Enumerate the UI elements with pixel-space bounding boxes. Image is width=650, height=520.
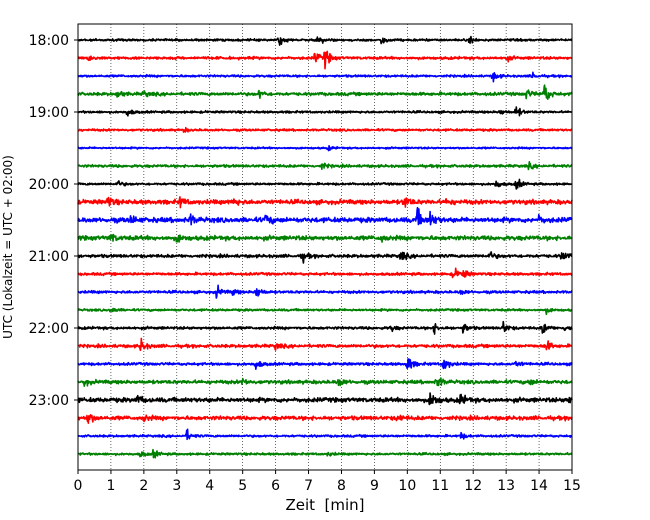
x-tick-label: 6: [271, 478, 280, 494]
trace-layer: [77, 35, 573, 459]
x-tick-label: 7: [304, 478, 313, 494]
y-tick-label: 19:00: [29, 105, 69, 121]
x-axis-ticks: 0 1 2 3 4 5 6 7 8 9 10 11 12 13 14 15: [74, 470, 581, 494]
x-tick-label: 10: [398, 478, 416, 494]
trace-2000: [77, 178, 573, 190]
trace-1845: [77, 84, 573, 100]
x-axis-label: Zeit [min]: [285, 496, 364, 514]
trace-2215: [77, 337, 573, 352]
trace-2015: [77, 196, 573, 209]
x-tick-label: 13: [497, 478, 515, 494]
y-axis-label: UTC (Lokalzeit = UTC + 02:00): [1, 155, 15, 339]
trace-1815: [77, 50, 573, 70]
trace-1915: [77, 126, 573, 133]
trace-2300: [77, 392, 573, 406]
x-tick-label: 5: [238, 478, 247, 494]
trace-2315: [77, 414, 573, 424]
x-tick-label: 15: [563, 478, 581, 494]
trace-1945: [77, 161, 573, 171]
x-tick-label: 0: [74, 478, 83, 494]
x-tick-label: 9: [370, 478, 379, 494]
y-tick-label: 21:00: [29, 249, 69, 265]
y-tick-label: 18:00: [29, 33, 69, 49]
trace-2115: [77, 267, 573, 279]
x-tick-label: 4: [205, 478, 214, 494]
x-tick-label: 3: [172, 478, 181, 494]
trace-1930: [77, 144, 573, 152]
x-tick-label: 14: [530, 478, 548, 494]
trace-2145: [77, 307, 573, 316]
trace-2230: [77, 358, 573, 371]
y-axis-ticks: 18:00 19:00 20:00 21:00 22:00 23:00: [29, 33, 78, 409]
x-tick-label: 2: [139, 478, 148, 494]
x-tick-label: 11: [431, 478, 449, 494]
trace-2245: [77, 377, 573, 387]
trace-2345: [77, 448, 573, 459]
trace-2100: [77, 251, 573, 264]
y-tick-label: 20:00: [29, 177, 69, 193]
trace-2045: [77, 233, 573, 243]
trace-2130: [77, 284, 573, 299]
y-tick-label: 22:00: [29, 321, 69, 337]
trace-2200: [77, 320, 573, 335]
trace-1900: [77, 106, 573, 117]
trace-1800: [77, 35, 573, 46]
y-tick-label: 23:00: [29, 393, 69, 409]
x-tick-label: 1: [106, 478, 115, 494]
grid-layer: [110, 24, 540, 470]
trace-2330: [77, 428, 573, 441]
plot-frame: [77, 23, 573, 471]
trace-1830: [77, 71, 573, 83]
trace-2030: [77, 206, 573, 226]
x-tick-label: 8: [337, 478, 346, 494]
x-tick-label: 12: [464, 478, 482, 494]
